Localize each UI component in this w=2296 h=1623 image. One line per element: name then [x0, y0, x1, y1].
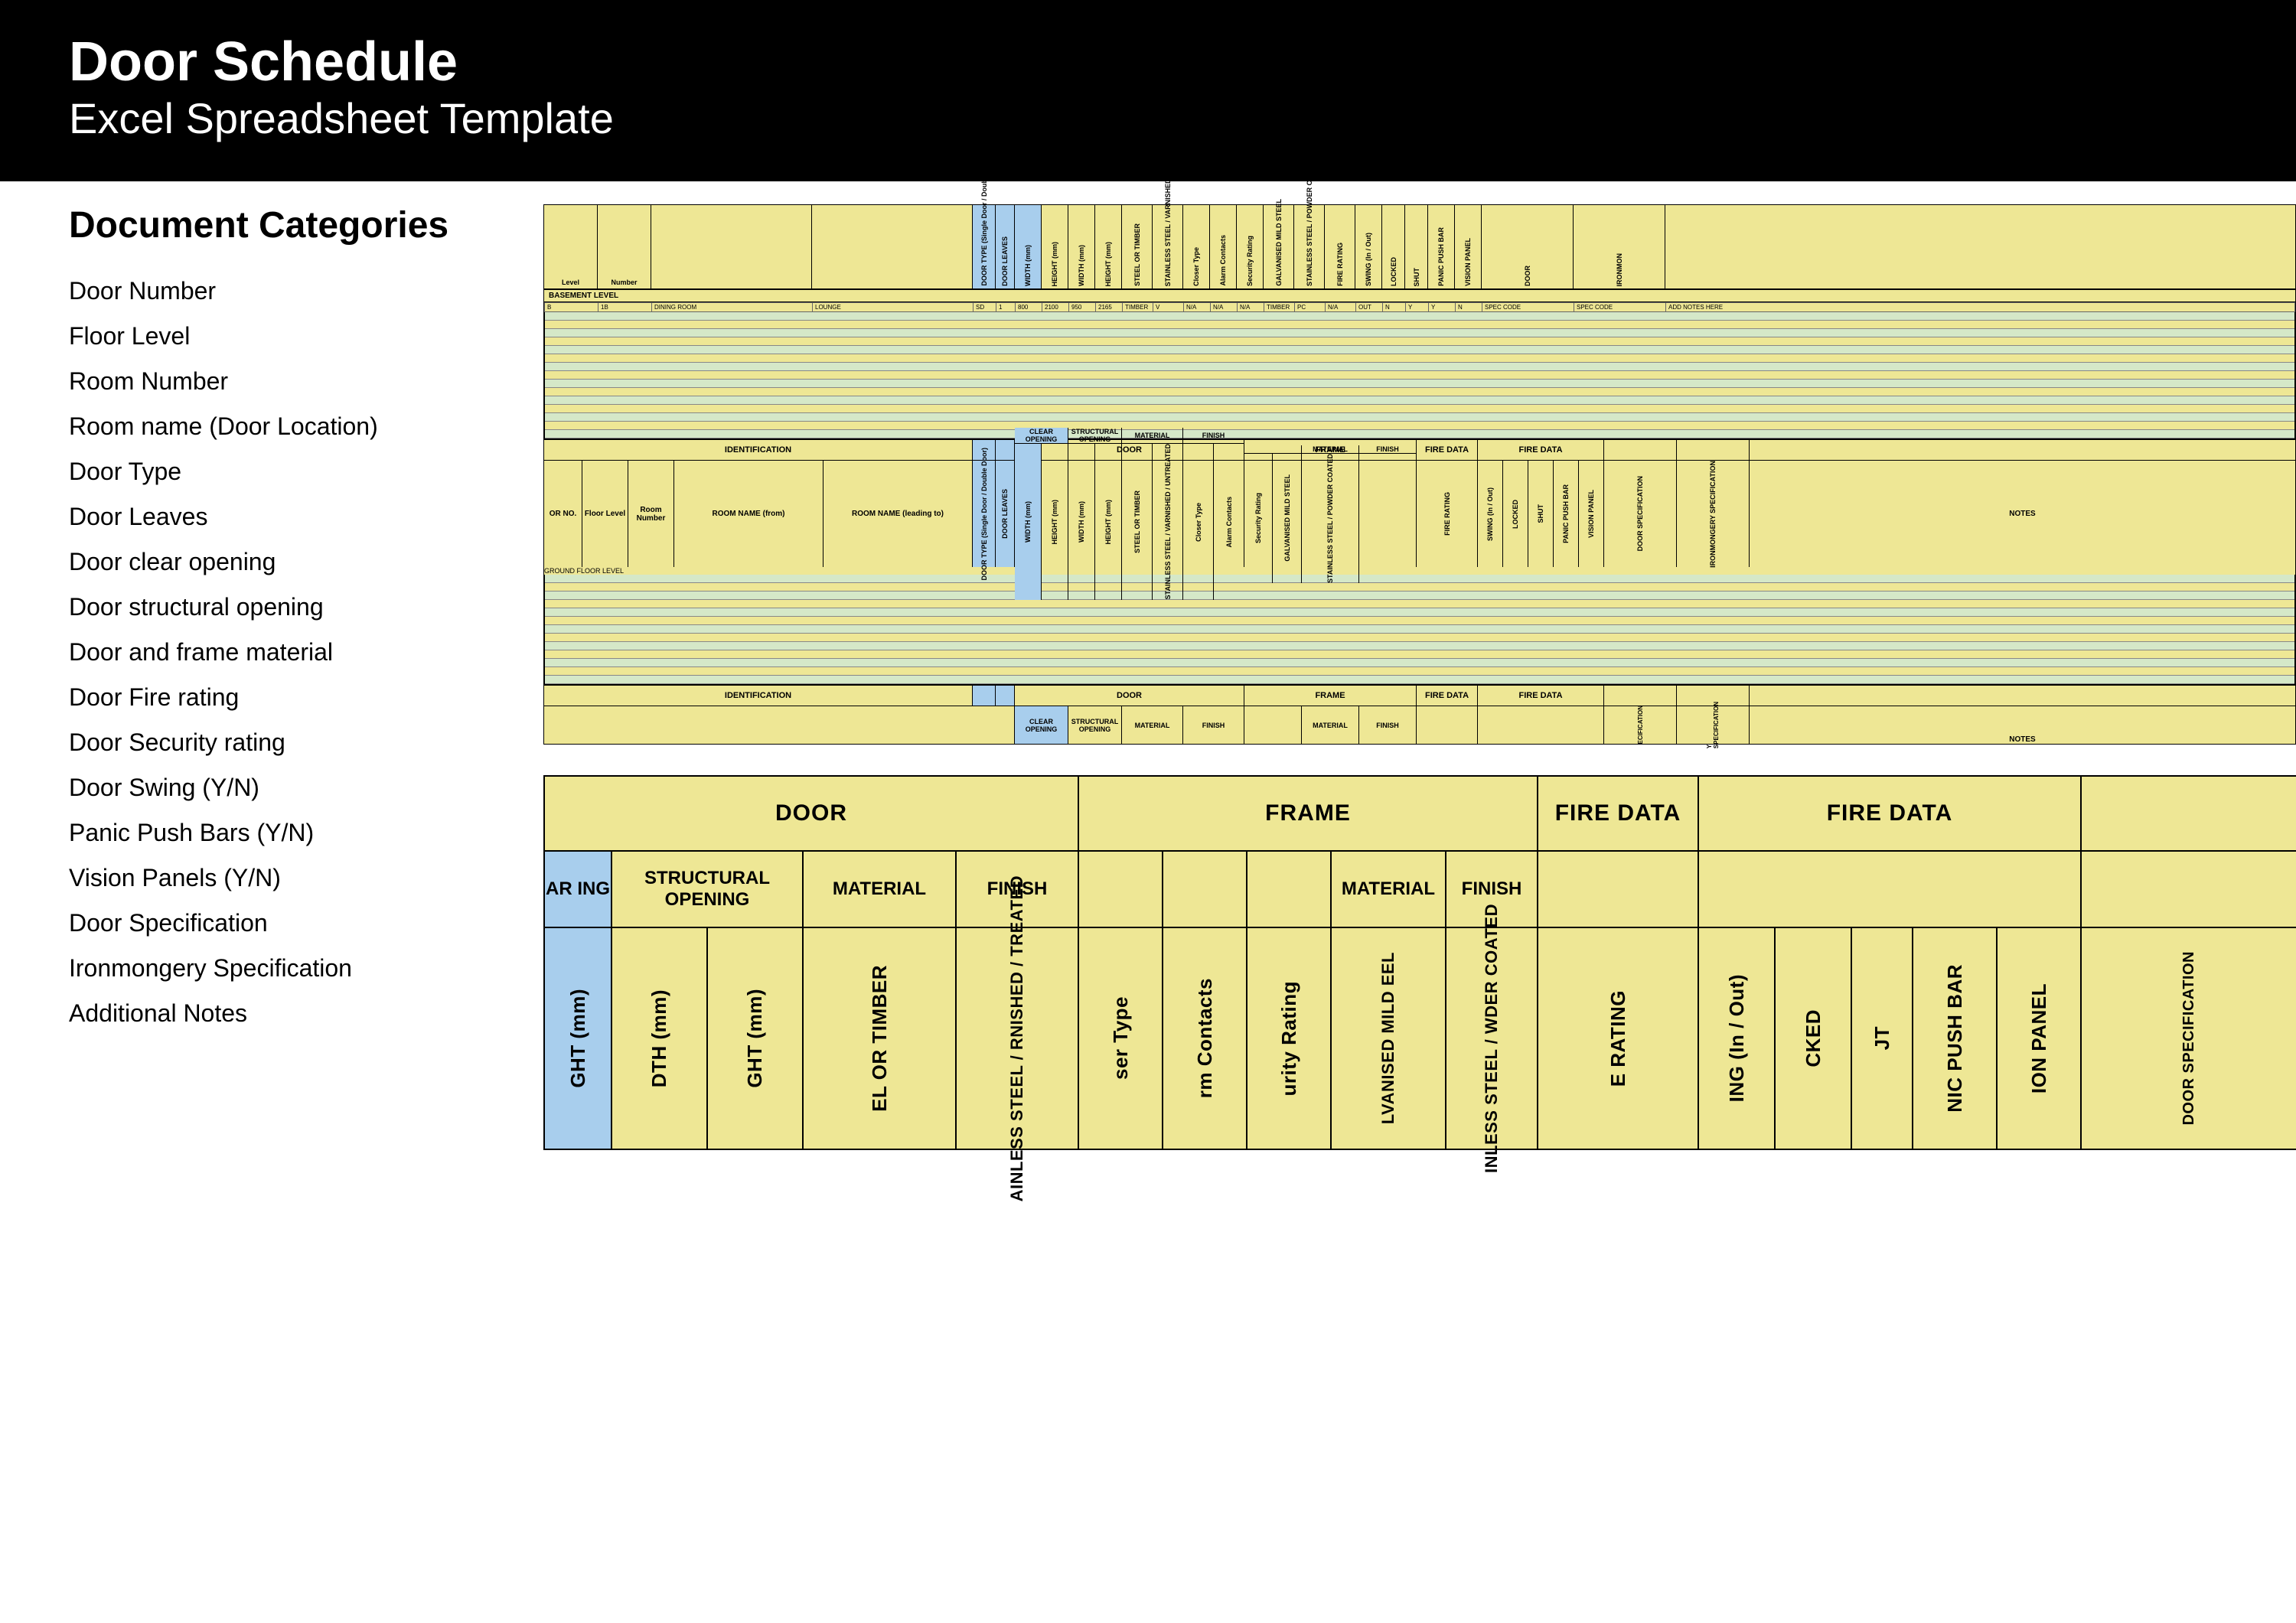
col-room-from: ROOM NAME (from)	[674, 461, 823, 567]
col-room-to	[812, 205, 973, 288]
category-item: Door and frame material	[69, 638, 528, 666]
sheet-mid-header: IDENTIFICATION DOOR FRAME FIRE DATA FIRE…	[543, 439, 2296, 685]
category-list: Door Number Floor Level Room Number Room…	[69, 277, 528, 1028]
category-item: Door Specification	[69, 909, 528, 937]
col-door-spec: DOOR	[1482, 205, 1574, 288]
zoom-sub-material: MATERIAL	[804, 852, 957, 928]
zoom-sub-clear: AR ING	[543, 852, 612, 928]
section-identification: IDENTIFICATION	[544, 440, 973, 460]
empty-rows	[544, 312, 2295, 438]
col-ss-pc: STAINLESS STEEL / POWDER COATED	[1294, 205, 1325, 288]
section-fire2: FIRE DATA	[1478, 440, 1604, 460]
col-number: Number	[598, 205, 651, 288]
zoom-sub-material2: MATERIAL	[1332, 852, 1446, 928]
col-room-from	[651, 205, 812, 288]
col-closer: Closer Type	[1183, 205, 1210, 288]
col-iron-spec: IRONMON	[1574, 205, 1665, 288]
zoom-section-door: DOOR	[543, 775, 1079, 852]
col-room-no: Room Number	[628, 461, 674, 567]
category-item: Door Fire rating	[69, 683, 528, 712]
col-level: Level	[544, 205, 598, 288]
col-finish: STAINLESS STEEL / VARNISHED / UNTREATED	[1153, 205, 1183, 288]
col-panic: PANIC PUSH BAR	[1428, 205, 1455, 288]
col-swing: SWING (In / Out)	[1355, 205, 1382, 288]
sheet-top-header: Level Number DOOR TYPE (Single Door / Do…	[543, 204, 2296, 439]
col-width: WIDTH (mm)	[1015, 205, 1042, 288]
category-item: Ironmongery Specification	[69, 954, 528, 983]
title-header: Door Schedule Excel Spreadsheet Template	[0, 0, 2296, 181]
col-shut: SHUT	[1405, 205, 1428, 288]
notes-header: NOTES	[1750, 461, 2295, 567]
category-item: Door structural opening	[69, 593, 528, 621]
zoom-section-fire2: FIRE DATA	[1699, 775, 2082, 852]
sheet-zoomed: DOOR FRAME FIRE DATA FIRE DATA AR ING ST…	[543, 775, 2296, 1150]
sidebar-heading: Document Categories	[69, 204, 528, 246]
category-item: Additional Notes	[69, 999, 528, 1028]
zoom-section-frame: FRAME	[1079, 775, 1538, 852]
page-title: Door Schedule	[69, 31, 2227, 93]
col-steel-timber: STEEL OR TIMBER	[1122, 205, 1153, 288]
category-item: Door Leaves	[69, 503, 528, 531]
col-width2: WIDTH (mm)	[1068, 205, 1095, 288]
category-item: Door Type	[69, 458, 528, 486]
col-alarm: Alarm Contacts	[1210, 205, 1237, 288]
level-ground: GROUND FLOOR LEVEL	[544, 567, 2295, 575]
category-item: Door clear opening	[69, 548, 528, 576]
zoom-section-fire: FIRE DATA	[1538, 775, 1699, 852]
zoom-sub-structural: STRUCTURAL OPENING	[612, 852, 804, 928]
col-notes	[1665, 205, 2295, 288]
col-floor: Floor Level	[582, 461, 628, 567]
data-row: B 1B DINING ROOM LOUNGE SD 1 800 2100 95…	[544, 302, 2295, 312]
section-fire: FIRE DATA	[1417, 440, 1478, 460]
col-height: HEIGHT (mm)	[1042, 205, 1068, 288]
category-item: Door Swing (Y/N)	[69, 774, 528, 802]
category-item: Room Number	[69, 367, 528, 396]
category-item: Room name (Door Location)	[69, 412, 528, 441]
category-item: Floor Level	[69, 322, 528, 350]
col-vision: VISION PANEL	[1455, 205, 1482, 288]
category-item: Panic Push Bars (Y/N)	[69, 819, 528, 847]
col-room-to: ROOM NAME (leading to)	[823, 461, 973, 567]
col-galv: GALVANISED MILD STEEL	[1264, 205, 1294, 288]
sheet-mid-header-2: IDENTIFICATION DOOR FRAME FIRE DATA FIRE…	[543, 685, 2296, 745]
col-door-leaves: DOOR LEAVES	[996, 205, 1015, 288]
page-subtitle: Excel Spreadsheet Template	[69, 93, 2227, 143]
category-item: Vision Panels (Y/N)	[69, 864, 528, 892]
col-height2: HEIGHT (mm)	[1095, 205, 1122, 288]
col-door-type: DOOR TYPE (Single Door / Double Door)	[973, 205, 996, 288]
col-or-no: OR NO.	[544, 461, 582, 567]
spreadsheet-preview: Level Number DOOR TYPE (Single Door / Do…	[543, 204, 2296, 1150]
col-fire: FIRE RATING	[1325, 205, 1355, 288]
col-security: Security Rating	[1237, 205, 1264, 288]
category-item: Door Number	[69, 277, 528, 305]
level-basement: BASEMENT LEVEL	[544, 289, 2295, 302]
category-item: Door Security rating	[69, 728, 528, 757]
sidebar: Document Categories Door Number Floor Le…	[69, 204, 543, 1150]
col-locked: LOCKED	[1382, 205, 1405, 288]
